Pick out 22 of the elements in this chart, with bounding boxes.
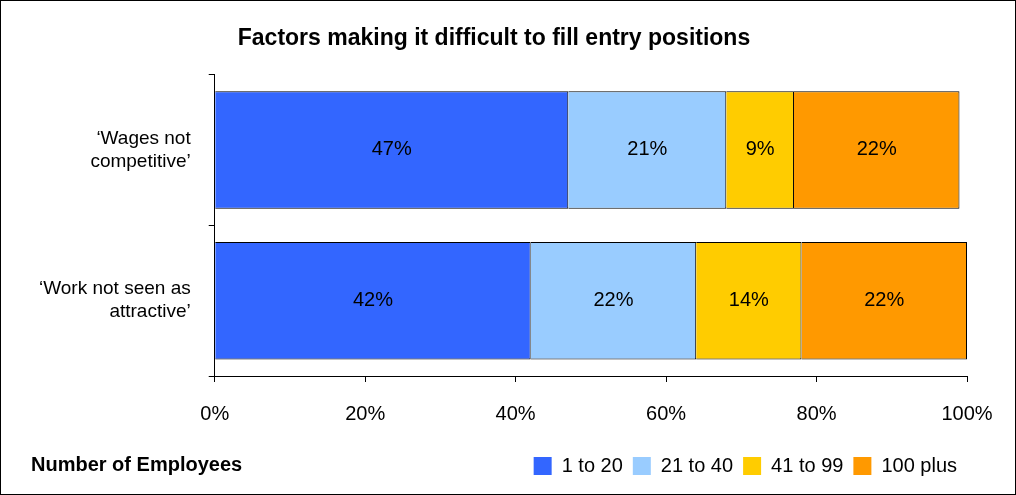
- data-label: 22%: [864, 288, 905, 311]
- y-tick-label: ‘Wages not competitive’: [90, 126, 192, 171]
- chart-title: Factors making it difficult to fill entry positions: [237, 24, 751, 51]
- x-tick-label: 40%: [495, 401, 536, 424]
- legend-label: 21 to 40: [660, 453, 734, 476]
- x-tick-label: 0%: [200, 401, 230, 424]
- data-label: 9%: [745, 137, 775, 160]
- legend-label: 1 to 20: [561, 453, 623, 476]
- x-tick-label: 100%: [941, 401, 993, 424]
- legend-label: 41 to 99: [771, 453, 844, 476]
- x-tick-label: 20%: [345, 401, 386, 424]
- data-label: 14%: [728, 288, 770, 311]
- data-label: 22%: [593, 288, 634, 311]
- data-label: 22%: [856, 137, 897, 160]
- data-label: 47%: [371, 137, 412, 160]
- legend-title: Number of Employees: [31, 453, 243, 476]
- legend-label: 100 plus: [881, 453, 958, 476]
- x-tick-label: 60%: [646, 401, 687, 424]
- data-label: 42%: [352, 288, 394, 311]
- y-tick-label: ‘Work not seen as attractive’: [38, 277, 191, 322]
- x-tick-label: 80%: [796, 401, 837, 424]
- data-label: 21%: [627, 137, 668, 160]
